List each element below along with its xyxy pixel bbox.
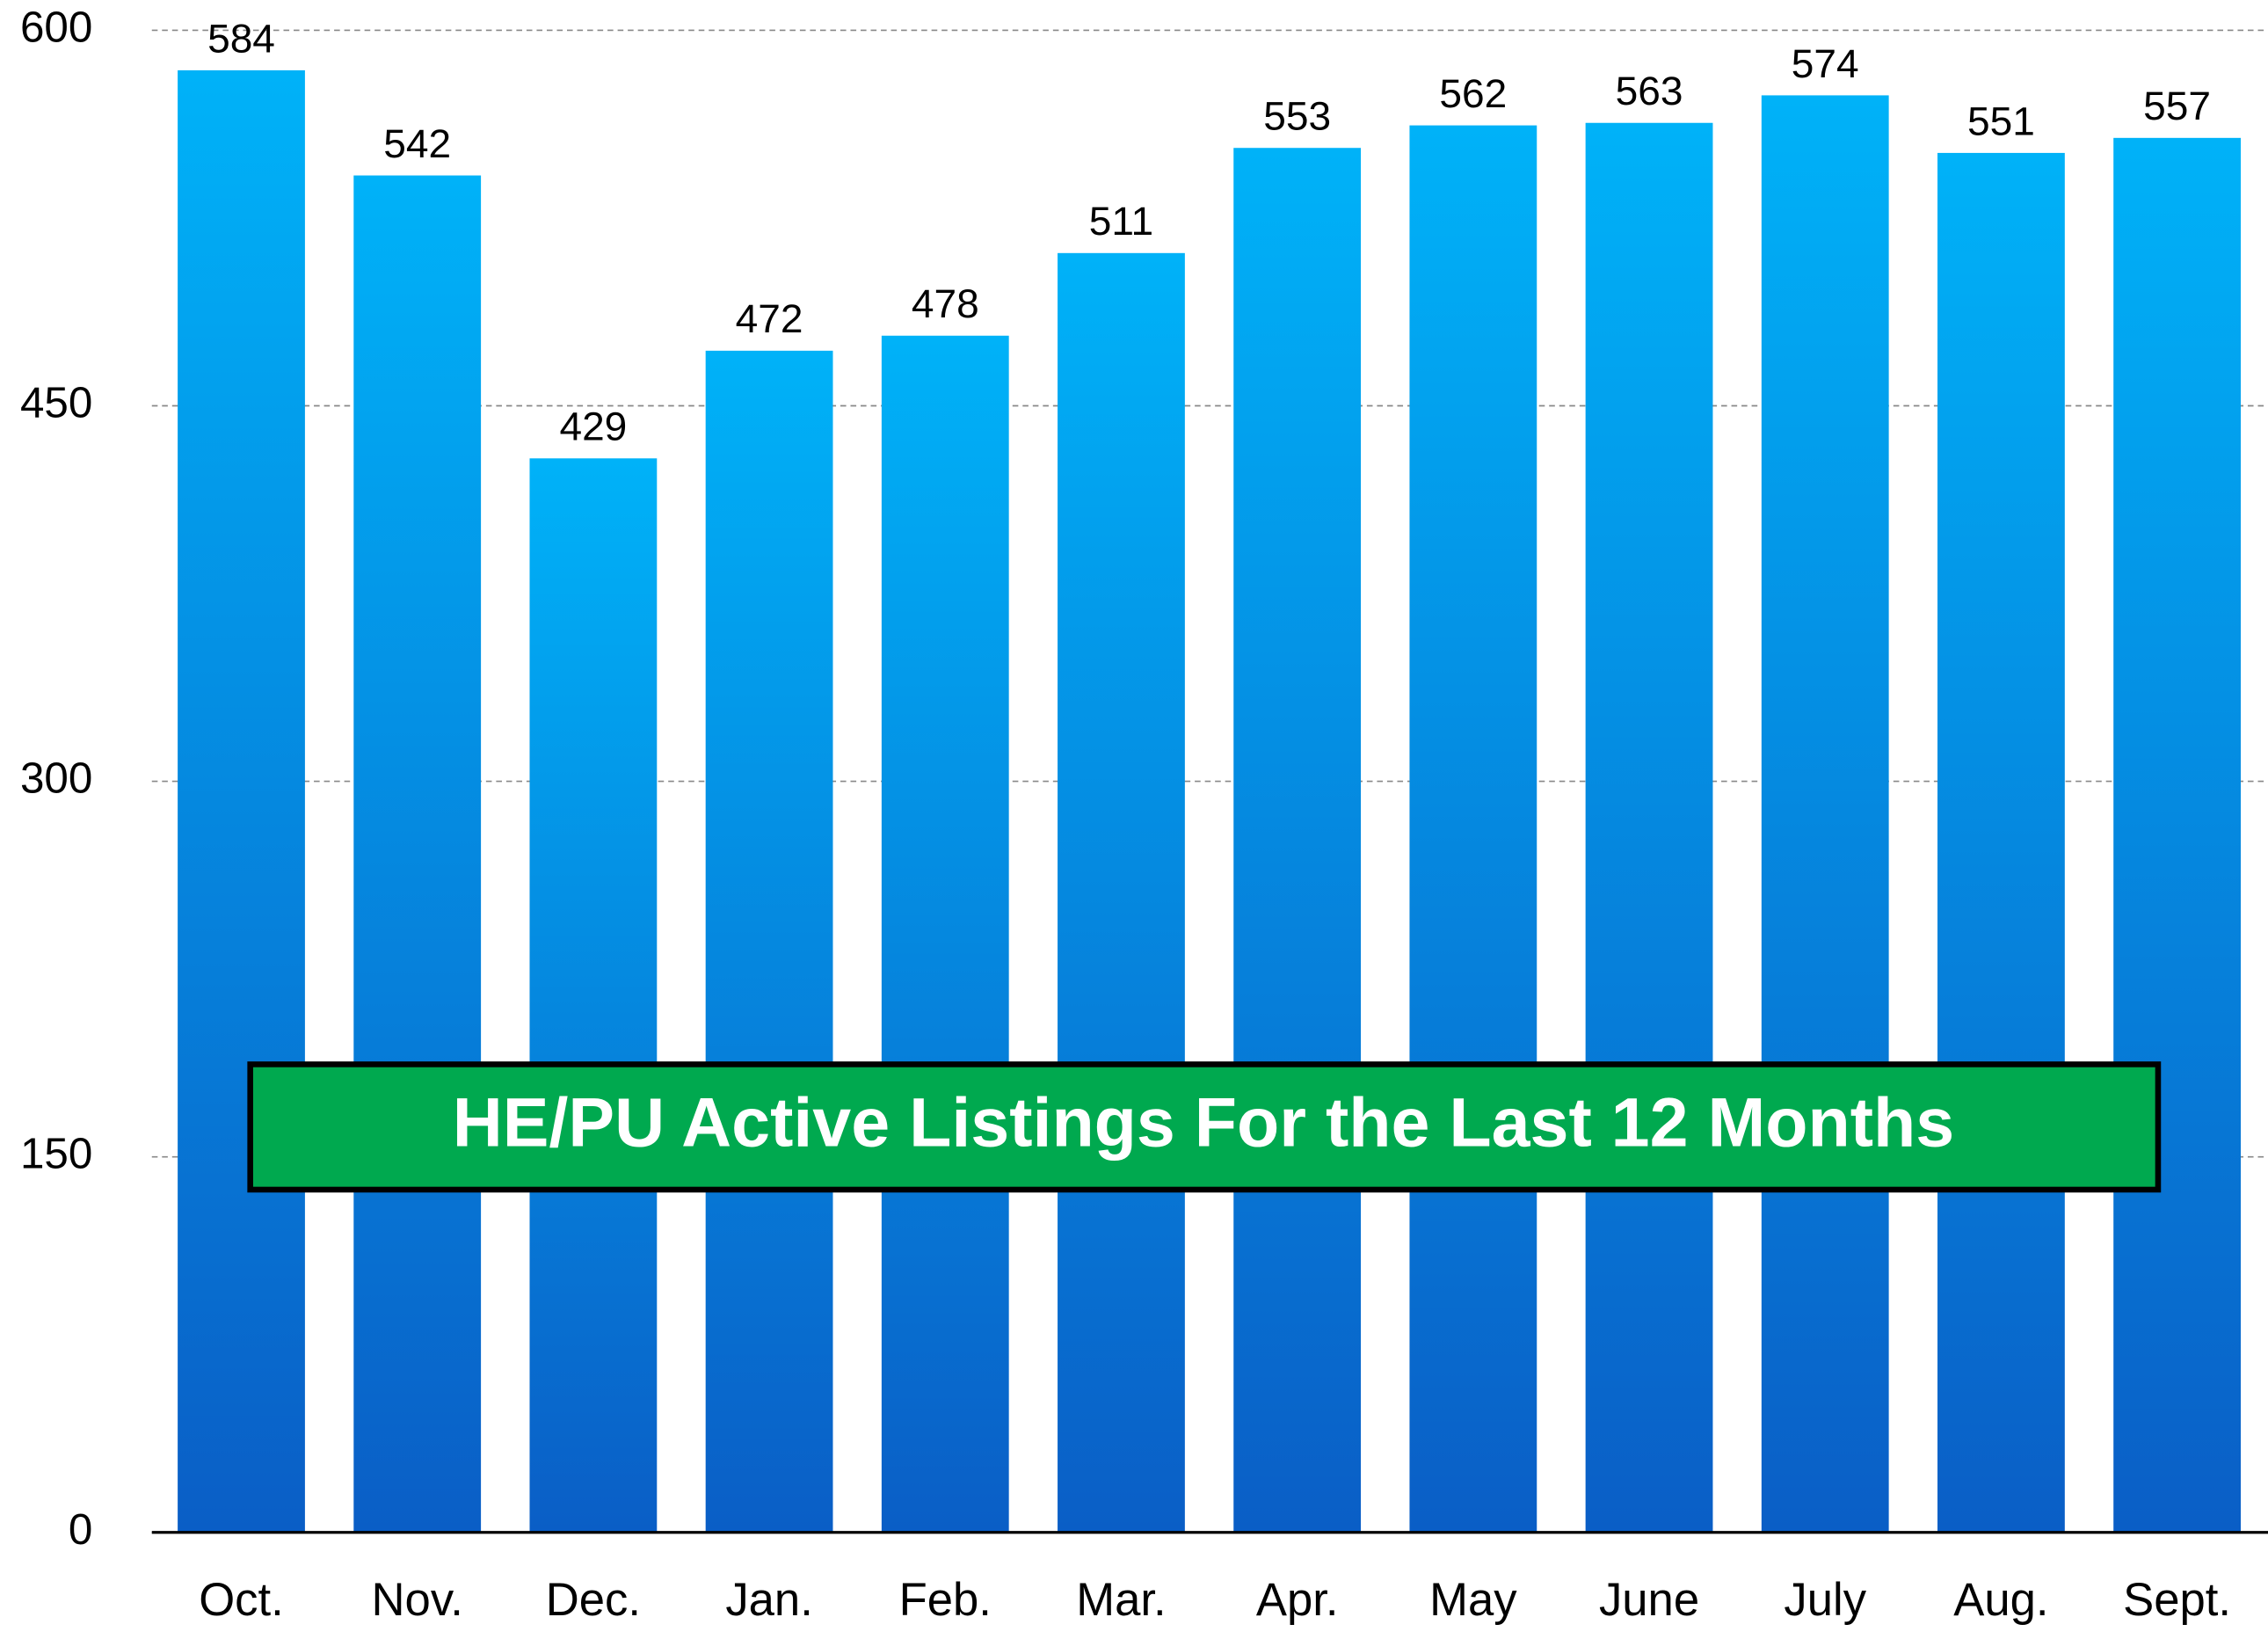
bar — [881, 335, 1009, 1533]
value-label: 584 — [207, 15, 275, 61]
value-label: 574 — [1792, 40, 1859, 86]
x-tick-label: Dec. — [546, 1574, 641, 1626]
x-tick-label: Aug. — [1953, 1574, 2048, 1626]
value-label: 478 — [912, 280, 979, 326]
x-tick-label: Feb. — [899, 1574, 992, 1626]
bar — [178, 69, 305, 1533]
x-tick-label: Oct. — [199, 1574, 284, 1626]
x-tick-label: Nov. — [372, 1574, 463, 1626]
bars: 584 542 429 472 478 511 553 562 563 574 551 557 — [178, 15, 2242, 1533]
value-label: 557 — [2143, 83, 2211, 128]
title-box — [247, 1061, 2162, 1193]
bar — [1761, 95, 1889, 1533]
value-label: 562 — [1439, 70, 1507, 116]
bar — [1233, 148, 1362, 1533]
x-tick-label: Mar. — [1076, 1574, 1166, 1626]
value-label: 429 — [559, 404, 627, 449]
bar — [1058, 252, 1185, 1533]
bar — [1409, 125, 1537, 1533]
y-tick-label: 600 — [20, 3, 92, 51]
y-tick-label: 300 — [20, 754, 92, 803]
value-label: 563 — [1616, 68, 1683, 113]
y-tick-label: 450 — [20, 379, 92, 427]
bar — [705, 350, 833, 1533]
x-tick-label: June — [1599, 1574, 1699, 1626]
value-label: 551 — [1967, 98, 2035, 143]
x-tick-label: Jan. — [725, 1574, 812, 1626]
value-label: 553 — [1263, 93, 1331, 139]
value-label: 542 — [383, 120, 451, 166]
x-tick-label: Sept. — [2123, 1574, 2231, 1626]
x-tick-label: July — [1784, 1574, 1866, 1626]
value-label: 511 — [1089, 198, 1153, 244]
bar — [2113, 137, 2242, 1533]
x-tick-label: Apr. — [1256, 1574, 1339, 1626]
bar — [1937, 152, 2065, 1533]
y-tick-label: 0 — [69, 1505, 92, 1554]
bar — [1585, 122, 1713, 1533]
chart-title: HE/PU Active Listings For the Last 12 Mo… — [453, 1083, 1954, 1161]
bar — [529, 458, 658, 1533]
y-tick-label: 150 — [20, 1130, 92, 1178]
bar — [353, 175, 482, 1533]
value-label: 472 — [736, 295, 803, 341]
x-tick-label: May — [1429, 1574, 1517, 1626]
